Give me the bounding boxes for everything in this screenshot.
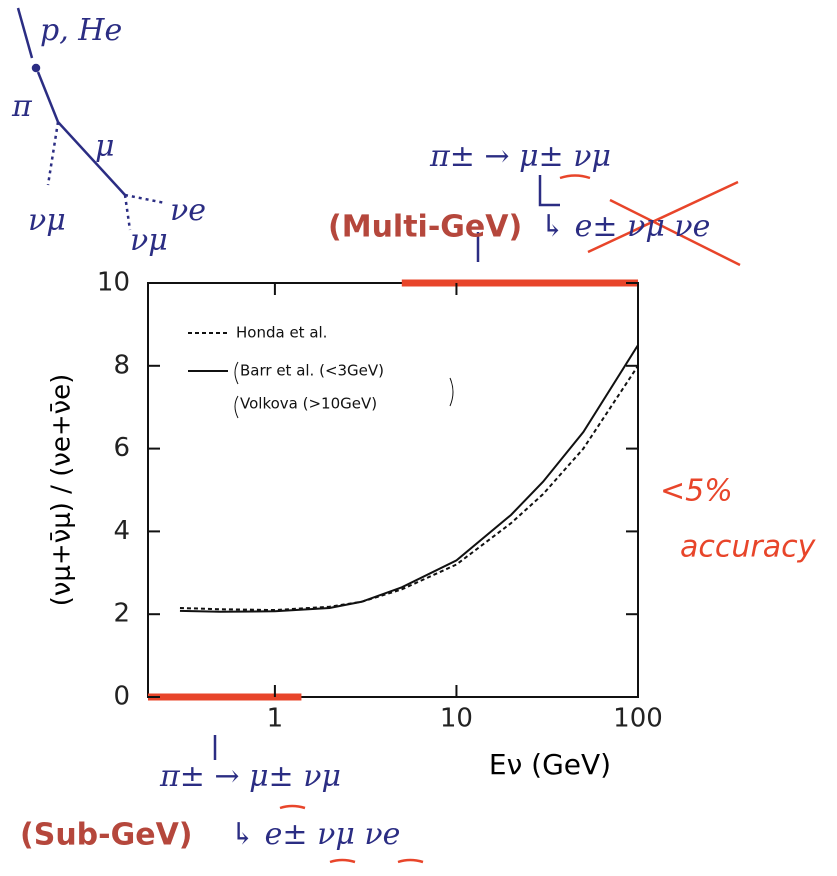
annotation: π± → μ± νμ [429,139,611,174]
annotation: π [11,89,33,124]
y-tick-label: 8 [113,350,130,380]
annotation: ↳ e± νμ νe [230,817,400,852]
annotation: ↳ e± νμ νe [540,209,710,244]
series-line [179,344,639,613]
x-tick-label: 10 [440,704,473,734]
x-tick-label: 1 [267,704,284,734]
plot-frame [147,282,639,698]
y-tick-label: 6 [113,433,130,463]
legend-label: Honda et al. [236,324,327,342]
y-tick-label: 0 [113,682,130,712]
legend-label: Barr et al. (<3GeV) [240,362,384,380]
highlight-label: (Multi-GeV) [328,210,522,245]
y-tick-label: 2 [113,599,130,629]
annotation: π± → μ± νμ [159,759,341,794]
y-tick-label: 4 [113,516,130,546]
annotation: νμ [28,203,66,238]
y-tick-label: 10 [97,268,130,298]
annotation: νe [170,193,206,228]
annotation: <5% [660,474,733,509]
annotation: p, He [40,13,122,48]
legend-label: Volkova (>10GeV) [240,395,377,413]
highlight-label: (Sub-GeV) [20,818,193,853]
shower-sketch [16,7,560,760]
cross-out [279,174,741,864]
series-line [179,365,639,612]
y-axis-label: (νμ+ν̄μ) / (νe+ν̄e) [47,374,77,607]
x-tick-label: 100 [613,704,663,734]
annotation: νμ [130,223,168,258]
annotation: μ [95,129,115,164]
annotation: accuracy [680,530,817,565]
legend-bracket [234,361,454,419]
x-axis-label: Eν (GeV) [489,748,611,781]
